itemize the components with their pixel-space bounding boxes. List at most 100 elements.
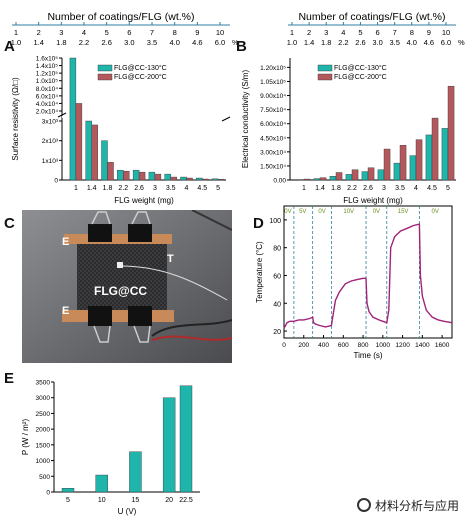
top-axis-row1-label-a: 9 bbox=[195, 28, 199, 37]
x-tick-label-e: 10 bbox=[98, 497, 106, 504]
y-tick-label-d: 100 bbox=[269, 218, 281, 225]
legend-swatch-a bbox=[97, 73, 113, 81]
x-tick-label-d: 200 bbox=[298, 342, 309, 349]
x-tick-label-b: 1.4 bbox=[315, 185, 325, 192]
top-axis-row2-label-b: 3.5 bbox=[389, 38, 399, 47]
x-axis-title-a: FLG weight (mg) bbox=[114, 196, 174, 205]
y-tick-label-d: 40 bbox=[273, 301, 281, 308]
black-wire bbox=[151, 319, 232, 337]
legend-label-b: FLG@CC-130°C bbox=[334, 64, 387, 72]
bar-b-200 bbox=[367, 167, 375, 181]
x-axis-title-b: FLG weight (mg) bbox=[343, 196, 403, 205]
x-tick-label-a: 4 bbox=[185, 185, 189, 192]
legend-label-a: FLG@CC-200°C bbox=[114, 73, 167, 81]
x-tick-label-d: 1000 bbox=[376, 342, 391, 349]
top-axis-row1-label-a: 5 bbox=[105, 28, 109, 37]
x-tick-label-e: 15 bbox=[132, 497, 140, 504]
top-axis-row1-label-a: 4 bbox=[82, 28, 86, 37]
y-tick-label-a: 2.0x10⁴ bbox=[36, 109, 59, 116]
top-axis-row2-label-b: 1.8 bbox=[321, 38, 331, 47]
watermark: 材料分析与应用 bbox=[356, 497, 459, 514]
photo-drawing: E T FLG@CC E bbox=[22, 210, 232, 363]
top-axis-row2-label-b: 1.4 bbox=[304, 38, 314, 47]
x-tick-label-b: 2.2 bbox=[347, 185, 357, 192]
label-electrode-top: E bbox=[62, 236, 69, 248]
top-axis-row2-label-b: 4.6 bbox=[424, 38, 434, 47]
bar-a-130 bbox=[101, 140, 108, 181]
voltage-label-d: 5V bbox=[299, 209, 306, 215]
x-tick-label-a: 1.8 bbox=[103, 185, 113, 192]
top-axis-row2-label-a: 1.4 bbox=[33, 38, 43, 47]
bar-b-200 bbox=[415, 139, 423, 181]
x-tick-label-b: 3 bbox=[382, 185, 386, 192]
top-axis-row2-label-a: 1.8 bbox=[56, 38, 66, 47]
top-axis-unit-b: % bbox=[458, 38, 465, 47]
top-axis-row2-label-a: 4.0 bbox=[169, 38, 179, 47]
top-axis-row1-label-b: 6 bbox=[375, 28, 379, 37]
x-tick-label-a: 1.4 bbox=[87, 185, 97, 192]
y-tick-label-a: 1.6x10⁵ bbox=[36, 56, 59, 63]
y-axis-title-e: P (W / m²) bbox=[21, 419, 30, 456]
bar-a-200 bbox=[186, 177, 193, 181]
x-tick-label-a: 3.5 bbox=[166, 185, 176, 192]
legend-label-a: FLG@CC-130°C bbox=[114, 64, 167, 72]
y-tick-label-b: 9.00x10⁴ bbox=[260, 93, 286, 100]
x-tick-label-a: 4.5 bbox=[197, 185, 207, 192]
y-tick-label-e: 3000 bbox=[36, 395, 51, 402]
thermocouple-tip bbox=[117, 262, 123, 268]
bar-e bbox=[129, 451, 142, 493]
watermark-logo-icon bbox=[356, 498, 371, 512]
bar-a-200 bbox=[154, 173, 162, 181]
y-tick-label-a: 8.0x10⁴ bbox=[36, 86, 59, 93]
panel-label-c: C bbox=[4, 215, 15, 232]
x-tick-label-a: 1 bbox=[74, 185, 78, 192]
x-tick-label-d: 400 bbox=[318, 342, 329, 349]
bar-e bbox=[95, 474, 108, 493]
x-tick-label-b: 2.6 bbox=[363, 185, 373, 192]
y-tick-label-a: 6.0x10⁴ bbox=[36, 93, 59, 100]
voltage-label-d: 0V bbox=[373, 209, 380, 215]
y-tick-label-a: 1.2x10⁵ bbox=[36, 71, 59, 78]
y-axis-title-b: Electrical conductivity (S/m) bbox=[241, 70, 250, 169]
top-axis-row1-label-b: 2 bbox=[307, 28, 311, 37]
legend-swatch-b bbox=[317, 73, 333, 81]
bar-b-200 bbox=[319, 177, 327, 181]
y-tick-label-a: 1.4x10⁵ bbox=[36, 63, 59, 70]
top-axis-row2-label-a: 2.6 bbox=[101, 38, 111, 47]
panel-label-b: B bbox=[236, 38, 247, 55]
y-tick-label-e: 2500 bbox=[36, 411, 51, 418]
y-tick-label-b: 1.20x10⁵ bbox=[260, 65, 286, 72]
y-tick-label-b: 1.50x10⁴ bbox=[260, 163, 286, 170]
top-axis-title-b: Number of coatings/FLG (wt.%) bbox=[298, 11, 445, 23]
y-tick-label-a: 1x10³ bbox=[42, 158, 59, 165]
top-axis-row1-label-b: 9 bbox=[427, 28, 431, 37]
y-tick-label-e: 1000 bbox=[36, 458, 51, 465]
axis-break-mark-a bbox=[221, 116, 231, 122]
voltage-label-d: 0V bbox=[318, 209, 325, 215]
temperature-line-d bbox=[283, 223, 453, 329]
y-tick-label-b: 7.50x10⁴ bbox=[260, 107, 286, 114]
copper-electrode-bottom bbox=[62, 310, 174, 322]
bar-b-200 bbox=[303, 178, 311, 181]
top-axis-row2-label-a: 4.6 bbox=[192, 38, 202, 47]
legend-label-b: FLG@CC-200°C bbox=[334, 73, 387, 81]
voltage-label-d: 15V bbox=[398, 209, 409, 215]
panel-label-a: A bbox=[4, 38, 15, 55]
cable-top-right bbox=[191, 210, 232, 231]
top-axis-row1-label-b: 3 bbox=[324, 28, 328, 37]
y-tick-label-d: 60 bbox=[273, 273, 281, 280]
x-tick-label-d: 1400 bbox=[415, 342, 430, 349]
top-axis-row1-label-b: 4 bbox=[341, 28, 345, 37]
x-tick-label-b: 3.5 bbox=[395, 185, 405, 192]
x-tick-label-a: 5 bbox=[216, 185, 220, 192]
thermocouple-wire bbox=[119, 265, 228, 301]
x-tick-label-a: 2.2 bbox=[118, 185, 128, 192]
bar-b-200 bbox=[335, 172, 343, 181]
y-tick-label-b: 3.00x10⁴ bbox=[260, 149, 286, 156]
x-tick-label-a: 3 bbox=[153, 185, 157, 192]
top-axis-row2-label-a: 6.0 bbox=[215, 38, 225, 47]
bar-a-200 bbox=[123, 170, 130, 181]
